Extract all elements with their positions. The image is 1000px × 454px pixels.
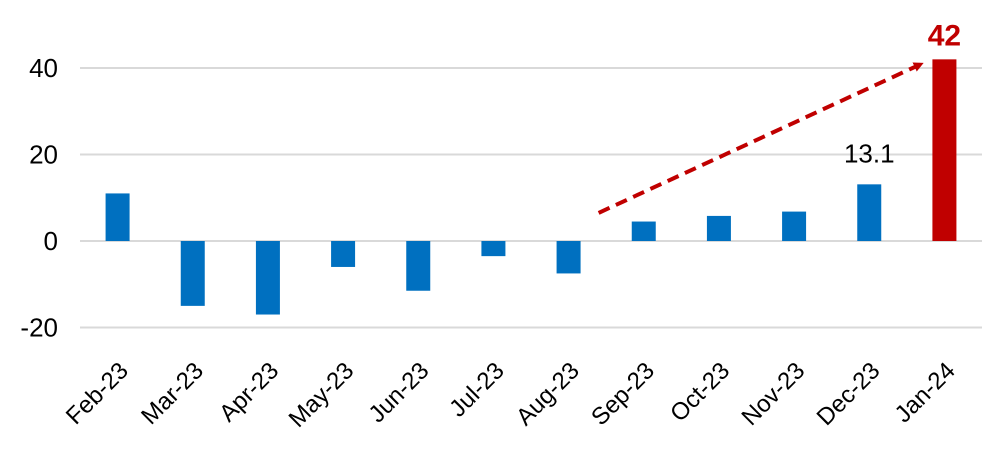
y-tick-label: -20 bbox=[20, 313, 58, 343]
x-tick-label: Apr-23 bbox=[214, 357, 284, 427]
x-axis-ticks: Feb-23 Mar-23 Apr-23 May-23 Jun-23 Jul-23 Aug-… bbox=[61, 357, 961, 433]
x-tick-label: May-23 bbox=[284, 357, 360, 433]
bar bbox=[782, 211, 807, 241]
x-tick-label: Jan-24 bbox=[890, 357, 961, 428]
x-tick-label: Feb-23 bbox=[61, 357, 134, 430]
x-tick-label: Nov-23 bbox=[737, 357, 811, 431]
bar bbox=[105, 193, 130, 241]
bar bbox=[631, 221, 656, 241]
bars bbox=[105, 59, 957, 315]
data-label: 42 bbox=[928, 19, 961, 52]
x-tick-label: Sep-23 bbox=[586, 357, 660, 431]
gridlines bbox=[80, 67, 982, 329]
y-axis-ticks: 40 20 0 -20 bbox=[20, 53, 58, 343]
x-tick-label: Mar-23 bbox=[136, 357, 209, 430]
data-label: 13.1 bbox=[844, 138, 895, 168]
bar bbox=[255, 241, 280, 315]
y-tick-label: 40 bbox=[29, 53, 58, 83]
data-labels: 13.1 42 bbox=[844, 19, 961, 168]
trend-arrow bbox=[597, 61, 924, 215]
x-tick-label: Oct-23 bbox=[665, 357, 735, 427]
bar-highlight bbox=[932, 59, 957, 241]
bar bbox=[556, 241, 581, 274]
x-tick-label: Dec-23 bbox=[812, 357, 886, 431]
y-tick-label: 0 bbox=[44, 226, 58, 256]
bar bbox=[481, 241, 506, 257]
x-tick-label: Aug-23 bbox=[511, 357, 585, 431]
x-tick-label: Jun-23 bbox=[364, 357, 435, 428]
bar bbox=[331, 241, 356, 267]
bar bbox=[857, 184, 882, 241]
trend-arrow-group bbox=[597, 61, 924, 215]
x-tick-label: Jul-23 bbox=[444, 357, 509, 422]
bar bbox=[180, 241, 205, 306]
bar bbox=[706, 215, 731, 241]
bar bbox=[406, 241, 431, 291]
y-tick-label: 20 bbox=[29, 140, 58, 170]
